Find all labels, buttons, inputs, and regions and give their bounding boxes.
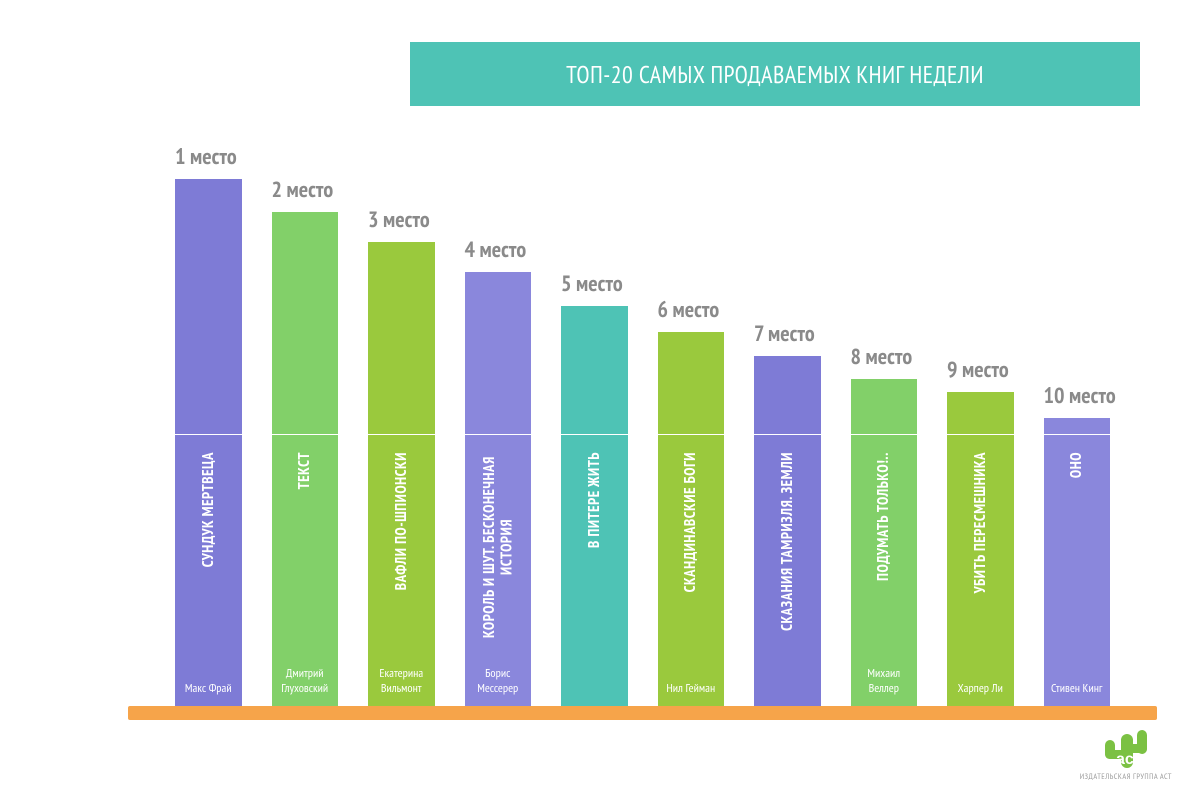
book-author: Борис Мессерер <box>467 667 530 696</box>
bar-bottom: КОРОЛЬ И ШУТ. БЕСКОНЕЧНАЯ ИСТОРИЯ Борис М… <box>465 434 532 706</box>
bar-top: 8 место <box>851 379 918 434</box>
shelf <box>128 706 1157 720</box>
bar-divider <box>754 434 821 435</box>
bar-top: 2 место <box>272 212 339 434</box>
book-author: Нил Гейман <box>660 682 723 696</box>
rank-label: 3 место <box>368 206 461 234</box>
bar-divider <box>658 434 725 435</box>
svg-text:аст: аст <box>1116 751 1142 768</box>
bar-bottom: В ПИТЕРЕ ЖИТЬ <box>561 434 628 706</box>
rank-label: 6 место <box>658 296 751 324</box>
bar-rank-2: 2 место ТЕКСТ Дмитрий Глуховский <box>272 212 339 706</box>
rank-label: 4 место <box>465 236 558 264</box>
bar-bottom: ПОДУМАТЬ ТОЛЬКО!.. Михаил Веллер <box>851 434 918 706</box>
bar-divider <box>465 434 532 435</box>
bar-rank-5: 5 место В ПИТЕРЕ ЖИТЬ <box>561 306 628 706</box>
bar-bottom: ТЕКСТ Дмитрий Глуховский <box>272 434 339 706</box>
book-title: ПОДУМАТЬ ТОЛЬКО!.. <box>875 452 892 581</box>
book-title: СУНДУК МЕРТВЕЦА <box>200 452 217 567</box>
rank-label: 1 место <box>175 143 268 171</box>
bar-rank-3: 3 место ВАФЛИ ПО-ШПИОНСКИ Екатерина Вильмо… <box>368 242 435 706</box>
bar-divider <box>947 434 1014 435</box>
bar-bottom: ВАФЛИ ПО-ШПИОНСКИ Екатерина Вильмонт <box>368 434 435 706</box>
title-bar: ТОП-20 САМЫХ ПРОДАВАЕМЫХ КНИГ НЕДЕЛИ <box>410 42 1140 106</box>
rank-label: 9 место <box>947 356 1040 384</box>
bar-rank-1: 1 место СУНДУК МЕРТВЕЦА Макс Фрай <box>175 179 242 706</box>
bar-top: 5 место <box>561 306 628 434</box>
bar-rank-9: 9 место УБИТЬ ПЕРЕСМЕШНИКА Харпер Ли <box>947 392 1014 706</box>
bar-rank-10: 10 место ОНО Стивен Кинг <box>1044 418 1111 706</box>
bar-top: 10 место <box>1044 418 1111 434</box>
book-title: КОРОЛЬ И ШУТ. БЕСКОНЕЧНАЯ ИСТОРИЯ <box>481 452 516 642</box>
page-title: ТОП-20 САМЫХ ПРОДАВАЕМЫХ КНИГ НЕДЕЛИ <box>566 59 984 90</box>
rank-label: 8 место <box>851 343 944 371</box>
bar-top: 9 место <box>947 392 1014 434</box>
bar-bottom: СКАЗАНИЯ ТАМРИЗЛЯ. ЗЕМЛИ <box>754 434 821 706</box>
bar-top: 7 место <box>754 356 821 434</box>
bar-bottom: СКАНДИНАВСКИЕ БОГИ Нил Гейман <box>658 434 725 706</box>
book-author: Екатерина Вильмонт <box>370 667 433 696</box>
bar-rank-6: 6 место СКАНДИНАВСКИЕ БОГИ Нил Гейман <box>658 332 725 706</box>
publisher-logo: аст ИЗДАТЕЛЬСКАЯ ГРУППА АСТ <box>1080 726 1172 782</box>
bar-divider <box>561 434 628 435</box>
bar-divider <box>175 434 242 435</box>
book-author: Дмитрий Глуховский <box>274 667 337 696</box>
bar-divider <box>272 434 339 435</box>
book-author: Макс Фрай <box>177 682 240 696</box>
book-author: Михаил Веллер <box>853 667 916 696</box>
book-title: ТЕКСТ <box>296 452 313 489</box>
book-title: В ПИТЕРЕ ЖИТЬ <box>586 452 603 548</box>
book-title: СКАНДИНАВСКИЕ БОГИ <box>682 452 699 592</box>
bar-top: 1 место <box>175 179 242 434</box>
rank-label: 5 место <box>561 270 654 298</box>
bar-divider <box>1044 434 1111 435</box>
bar-divider <box>368 434 435 435</box>
bar-bottom: УБИТЬ ПЕРЕСМЕШНИКА Харпер Ли <box>947 434 1014 706</box>
book-author: Стивен Кинг <box>1046 682 1109 696</box>
bar-rank-8: 8 место ПОДУМАТЬ ТОЛЬКО!.. Михаил Веллер <box>851 379 918 706</box>
bar-rank-4: 4 местоКОРОЛЬ И ШУТ. БЕСКОНЕЧНАЯ ИСТОРИЯ… <box>465 272 532 706</box>
book-title: УБИТЬ ПЕРЕСМЕШНИКА <box>972 452 989 593</box>
bar-divider <box>851 434 918 435</box>
rank-label: 2 место <box>272 176 365 204</box>
bar-top: 4 место <box>465 272 532 434</box>
bar-top: 3 место <box>368 242 435 434</box>
rank-label: 7 место <box>754 320 847 348</box>
book-author: Харпер Ли <box>949 682 1012 696</box>
bar-top: 6 место <box>658 332 725 434</box>
book-title: ВАФЛИ ПО-ШПИОНСКИ <box>393 452 410 590</box>
bar-bottom: СУНДУК МЕРТВЕЦА Макс Фрай <box>175 434 242 706</box>
book-title: ОНО <box>1068 452 1085 478</box>
bars-container: 1 местоСУНДУК МЕРТВЕЦАМакс Фрай2 местоТЕ… <box>175 120 1110 706</box>
books-bar-chart: 1 местоСУНДУК МЕРТВЕЦАМакс Фрай2 местоТЕ… <box>140 120 1145 720</box>
bar-bottom: ОНО Стивен Кинг <box>1044 434 1111 706</box>
bar-rank-7: 7 место СКАЗАНИЯ ТАМРИЗЛЯ. ЗЕМЛИ <box>754 356 821 706</box>
logo-subtext: ИЗДАТЕЛЬСКАЯ ГРУППА АСТ <box>1080 772 1172 782</box>
rank-label: 10 место <box>1044 382 1137 410</box>
book-title: СКАЗАНИЯ ТАМРИЗЛЯ. ЗЕМЛИ <box>779 452 796 631</box>
cactus-icon: аст <box>1097 726 1155 770</box>
